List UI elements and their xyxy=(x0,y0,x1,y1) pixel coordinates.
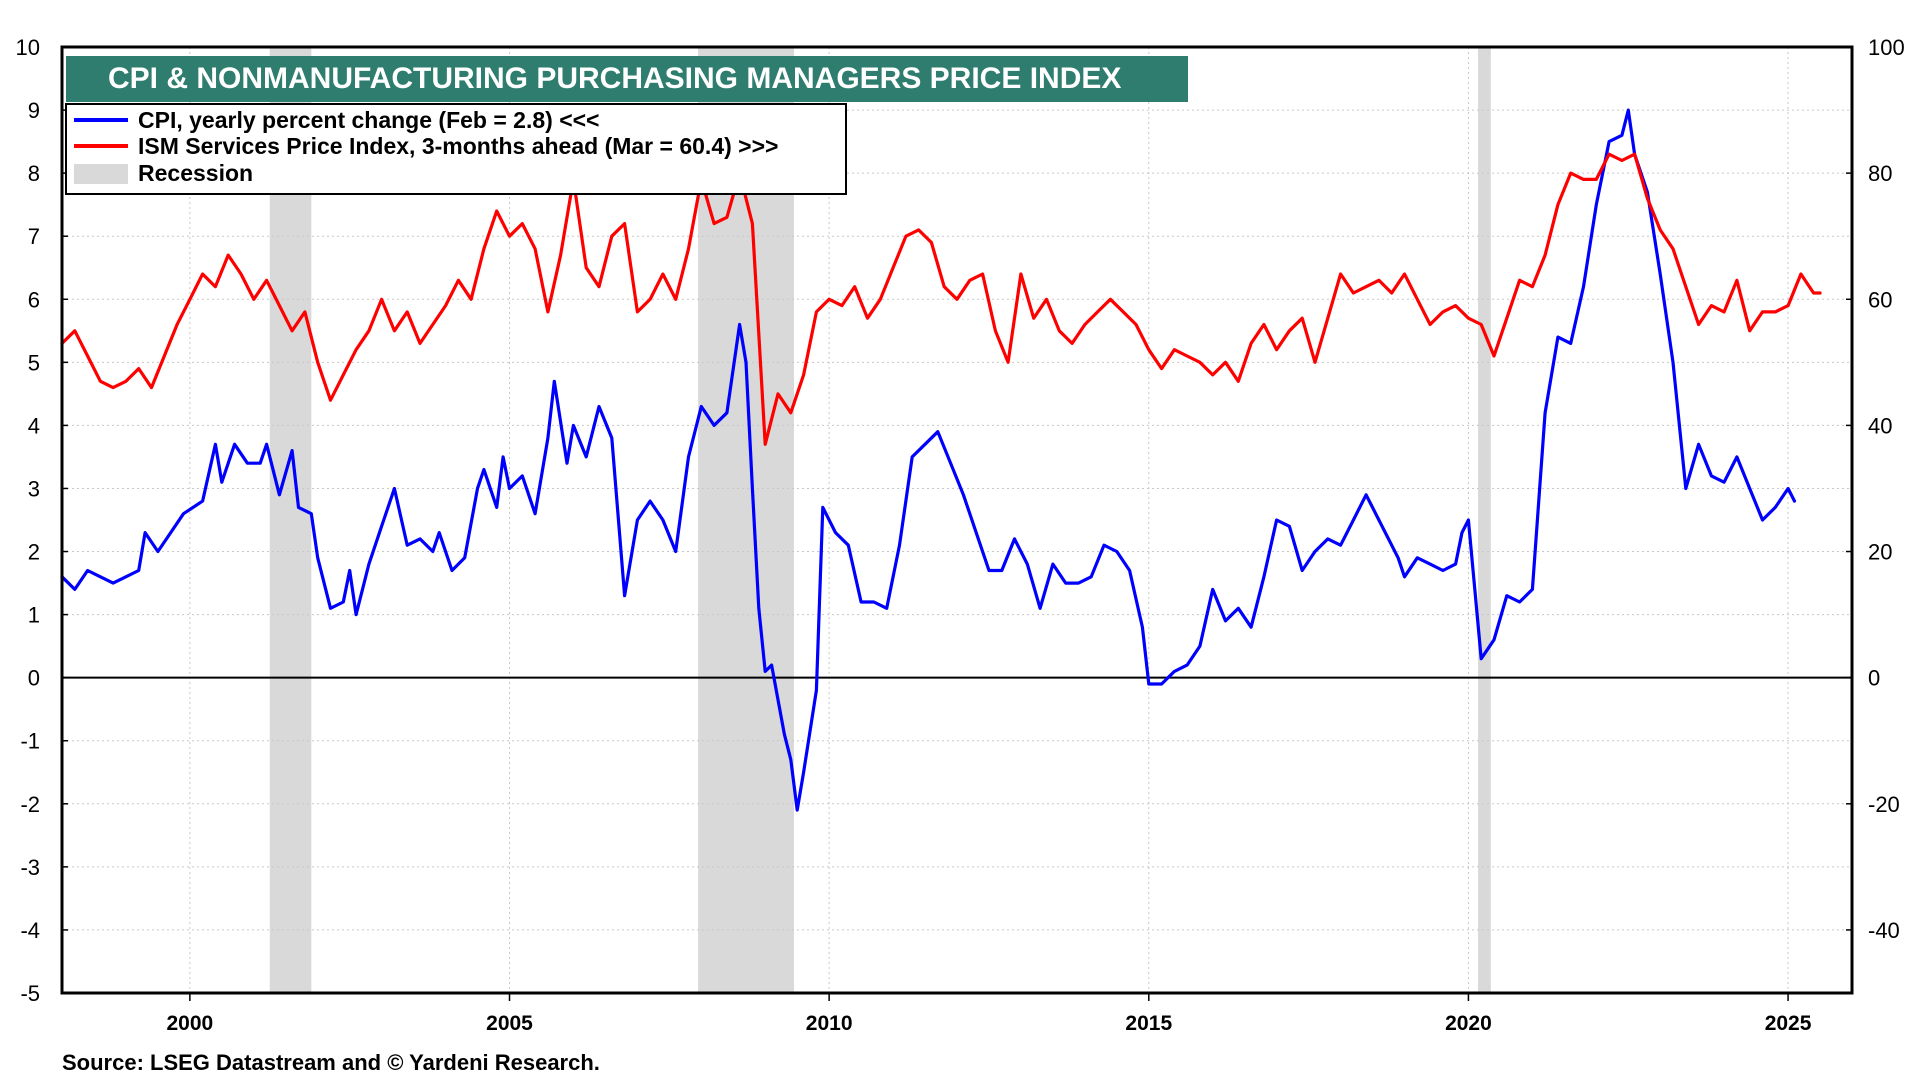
series-lines xyxy=(60,108,1822,812)
right-axis: -40 -20 0 20 40 60 80 100 xyxy=(1846,35,1905,943)
left-tick-label: -4 xyxy=(20,918,40,943)
cpi-series-line xyxy=(60,108,1797,812)
legend: CPI, yearly percent change (Feb = 2.8) <… xyxy=(65,103,847,195)
left-tick-label: -1 xyxy=(20,729,40,754)
source-note: Source: LSEG Datastream and © Yardeni Re… xyxy=(62,1050,600,1075)
right-tick-label: 60 xyxy=(1868,287,1892,312)
left-tick-label: 3 xyxy=(28,476,40,501)
x-tick-label: 2015 xyxy=(1125,1012,1172,1035)
x-tick-label: 2010 xyxy=(806,1012,853,1035)
left-tick-label: 8 xyxy=(28,161,40,186)
x-tick-label: 2000 xyxy=(166,1012,213,1035)
legend-label-ism: ISM Services Price Index, 3-months ahead… xyxy=(138,133,778,159)
right-tick-label: -20 xyxy=(1868,792,1900,817)
left-tick-label: 1 xyxy=(28,603,40,628)
x-tick-label: 2025 xyxy=(1765,1012,1812,1035)
legend-label-cpi: CPI, yearly percent change (Feb = 2.8) <… xyxy=(138,107,599,133)
right-tick-label: 100 xyxy=(1868,35,1905,60)
legend-box xyxy=(65,103,847,195)
chart-title: CPI & NONMANUFACTURING PURCHASING MANAGE… xyxy=(108,62,1121,95)
left-tick-label: 2 xyxy=(28,540,40,565)
legend-label-recession: Recession xyxy=(138,160,253,186)
plot-frame xyxy=(60,45,1854,995)
x-tick-label: 2020 xyxy=(1445,1012,1492,1035)
left-tick-label: 0 xyxy=(28,666,40,691)
left-axis: -5 -4 -3 -2 -1 0 1 2 3 4 5 6 7 8 9 10 xyxy=(16,35,68,1006)
left-tick-label: 4 xyxy=(28,413,40,438)
left-tick-label: -2 xyxy=(20,792,40,817)
right-tick-label: 40 xyxy=(1868,413,1892,438)
left-tick-label: 7 xyxy=(28,224,40,249)
x-tick-label: 2005 xyxy=(486,1012,533,1035)
right-tick-label: 0 xyxy=(1868,666,1880,691)
recession-band-0 xyxy=(269,47,312,993)
recession-band-2 xyxy=(1478,47,1491,993)
right-tick-label: 80 xyxy=(1868,161,1892,186)
legend-swatch-recession xyxy=(74,164,128,184)
right-tick-label: -40 xyxy=(1868,918,1900,943)
ism-series-line xyxy=(60,152,1822,446)
x-axis: 2000 2005 2010 2015 2020 2025 xyxy=(166,993,1812,1035)
left-tick-label: -3 xyxy=(20,855,40,880)
left-tick-label: -5 xyxy=(20,981,40,1006)
title-banner xyxy=(66,56,1188,102)
left-tick-label: 5 xyxy=(28,350,40,375)
left-tick-label: 10 xyxy=(16,35,40,60)
left-tick-label: 6 xyxy=(28,287,40,312)
recession-bands xyxy=(269,47,1491,993)
left-tick-label: 9 xyxy=(28,98,40,123)
right-tick-label: 20 xyxy=(1868,540,1892,565)
